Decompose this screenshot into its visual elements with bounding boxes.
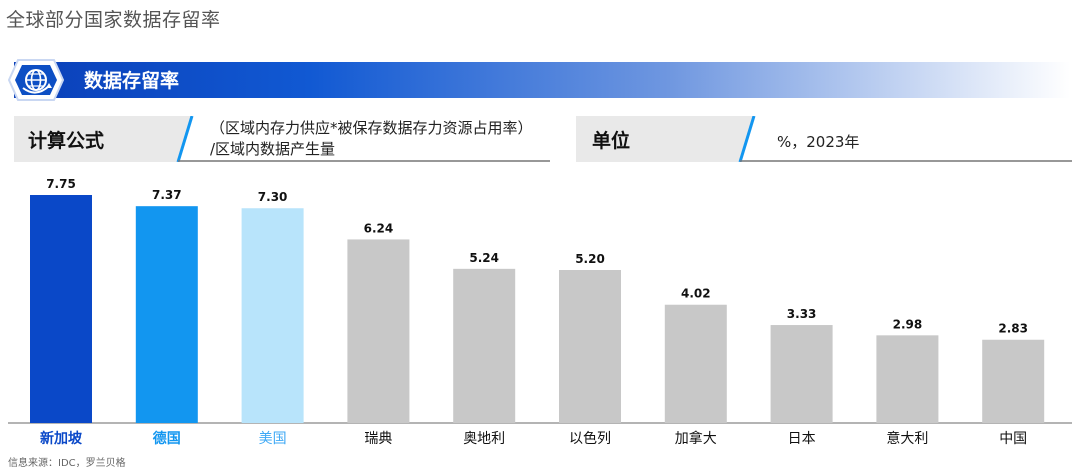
bar-7 bbox=[770, 325, 833, 423]
formula-label: 计算公式 bbox=[28, 130, 105, 152]
bar-chart: 7.75 新加坡 7.37 德国 7.30 美国 6.24 瑞典 5.24 奥地利 5.20 以色列 4… bbox=[8, 177, 1072, 447]
data-globe-icon bbox=[8, 59, 64, 101]
formula-box bbox=[14, 116, 550, 162]
value-label-6: 4.02 bbox=[681, 287, 711, 301]
category-label-5: 以色列 bbox=[569, 430, 611, 447]
bar-2 bbox=[241, 208, 304, 423]
value-label-4: 5.24 bbox=[469, 251, 499, 265]
bar-1 bbox=[135, 206, 198, 423]
page-title: 全球部分国家数据存留率 bbox=[6, 9, 221, 31]
formula-line-1: （区域内存力供应*被保存数据存力资源占用率） bbox=[210, 119, 533, 137]
bar-8 bbox=[876, 335, 939, 423]
category-label-8: 意大利 bbox=[886, 430, 928, 447]
bar-5 bbox=[559, 270, 621, 423]
category-label-6: 加拿大 bbox=[675, 430, 717, 447]
unit-box bbox=[576, 116, 1072, 162]
value-label-9: 2.83 bbox=[998, 322, 1028, 336]
category-label-4: 奥地利 bbox=[463, 430, 505, 447]
category-label-9: 中国 bbox=[999, 431, 1027, 447]
category-label-0: 新加坡 bbox=[40, 430, 83, 447]
bar-0 bbox=[30, 195, 92, 423]
value-label-7: 3.33 bbox=[787, 307, 817, 321]
source-note: 信息来源：IDC，罗兰贝格 bbox=[8, 458, 126, 469]
banner-title: 数据存留率 bbox=[84, 70, 180, 92]
formula-text: （区域内存力供应*被保存数据存力资源占用率） /区域内数据产生量 bbox=[210, 118, 533, 160]
value-label-8: 2.98 bbox=[893, 317, 923, 331]
bar-4 bbox=[453, 268, 516, 423]
unit-text: %，2023年 bbox=[777, 133, 860, 151]
value-label-5: 5.20 bbox=[575, 252, 605, 266]
unit-label: 单位 bbox=[592, 130, 631, 152]
value-label-0: 7.75 bbox=[46, 177, 76, 191]
formula-line-2: /区域内数据产生量 bbox=[210, 140, 336, 158]
value-label-2: 7.30 bbox=[258, 190, 288, 204]
value-label-3: 6.24 bbox=[364, 221, 394, 235]
value-label-1: 7.37 bbox=[152, 188, 182, 202]
category-label-1: 德国 bbox=[153, 430, 181, 447]
bar-3 bbox=[347, 239, 410, 423]
bar-6 bbox=[664, 304, 727, 423]
category-label-7: 日本 bbox=[788, 431, 816, 447]
category-label-2: 美国 bbox=[259, 431, 287, 447]
category-label-3: 瑞典 bbox=[364, 431, 392, 447]
section-banner bbox=[14, 62, 1070, 98]
bar-9 bbox=[982, 339, 1045, 423]
